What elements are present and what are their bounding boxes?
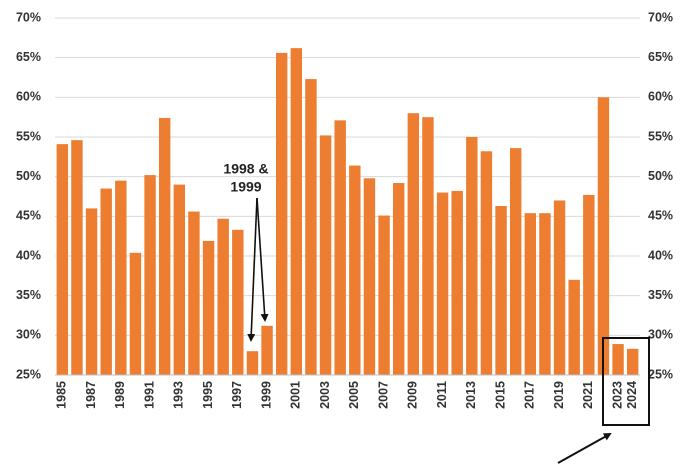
- bar: [319, 135, 332, 375]
- x-tick-label: 2011: [435, 381, 449, 408]
- bar: [539, 213, 551, 375]
- x-tick-label: 2015: [493, 381, 507, 409]
- bar: [378, 215, 390, 375]
- y2-tick-label: 45%: [648, 209, 673, 223]
- highlight-arrow: [557, 433, 612, 464]
- bar: [349, 165, 361, 375]
- bar: [363, 178, 376, 375]
- bar: [305, 79, 317, 375]
- bar: [466, 137, 478, 375]
- bar: [56, 144, 69, 375]
- bar: [422, 117, 434, 376]
- y-tick-label: 30%: [16, 328, 41, 342]
- bar: [217, 218, 229, 375]
- bar: [188, 211, 200, 375]
- y-tick-label: 55%: [16, 129, 41, 143]
- y2-tick-label: 65%: [648, 50, 673, 64]
- x-tick-label: 2001: [289, 381, 303, 409]
- bar: [290, 48, 303, 375]
- y-tick-label: 60%: [16, 90, 41, 104]
- x-tick-label: 2021: [581, 381, 595, 409]
- y2-tick-label: 70%: [648, 10, 673, 24]
- bar: [85, 208, 98, 375]
- bar: [158, 117, 171, 376]
- x-tick-label: 1989: [113, 381, 127, 409]
- x-tick-label: 1995: [201, 381, 215, 409]
- bar: [129, 252, 142, 375]
- annotation: 1999: [230, 179, 261, 195]
- x-tick-label: 1985: [55, 381, 69, 409]
- x-tick-label: 2005: [347, 381, 361, 409]
- x-tick-label: 1993: [172, 381, 186, 409]
- bar: [612, 344, 624, 375]
- bar: [524, 213, 537, 375]
- bar: [173, 184, 186, 375]
- y-tick-label: 50%: [16, 169, 41, 183]
- bar: [115, 180, 127, 375]
- x-tick-label: 1997: [230, 381, 244, 409]
- bar: [202, 240, 215, 375]
- highlight-box: [602, 337, 650, 426]
- bar: [100, 188, 112, 375]
- bar: [436, 192, 449, 375]
- bar: [275, 52, 288, 375]
- y-tick-label: 35%: [16, 288, 41, 302]
- bar: [509, 148, 522, 375]
- bar: [261, 325, 273, 375]
- y2-tick-label: 40%: [648, 248, 673, 262]
- y2-tick-label: 50%: [648, 169, 673, 183]
- y2-tick-label: 30%: [648, 328, 673, 342]
- y2-tick-label: 60%: [648, 90, 673, 104]
- x-tick-label: 2023: [610, 381, 624, 409]
- y2-tick-label: 35%: [648, 288, 673, 302]
- bar: [451, 190, 463, 375]
- y2-tick-label: 25%: [648, 367, 673, 381]
- x-tick-label: 2017: [523, 381, 537, 409]
- x-tick-label: 2009: [406, 381, 420, 409]
- y-tick-label: 45%: [16, 209, 41, 223]
- plot-area: 25% 30% 35% 40% 45% 50% 55% 60% 65% 70% 25% 30% 35% 4…: [16, 10, 673, 409]
- x-tick-label: 1999: [259, 381, 273, 409]
- y-tick-label: 40%: [16, 248, 41, 262]
- bar: [568, 279, 580, 375]
- x-tick-label: 2024: [625, 381, 639, 409]
- annotation-arrow: [247, 197, 258, 342]
- bar: [232, 229, 244, 375]
- x-tick-label: 1991: [142, 381, 156, 409]
- bar: [71, 140, 83, 375]
- bar: [246, 351, 259, 375]
- bar: [553, 200, 566, 375]
- bar: [407, 113, 420, 375]
- x-tick-label: 1987: [84, 381, 98, 409]
- x-tick-label: 2003: [318, 381, 332, 409]
- bar: [144, 175, 156, 375]
- annotation-arrow: [256, 197, 269, 322]
- bar: [583, 194, 595, 375]
- bar: [597, 97, 610, 375]
- annotation: 1998 &: [223, 161, 268, 177]
- x-tick-label: 2007: [376, 381, 390, 409]
- x-tick-label: 2019: [552, 381, 566, 409]
- bar: [392, 183, 405, 375]
- y-tick-label: 70%: [16, 10, 41, 24]
- bar: [334, 120, 346, 375]
- y2-tick-label: 55%: [648, 129, 673, 143]
- bar: [626, 348, 639, 375]
- x-tick-label: 2013: [464, 381, 478, 409]
- y-tick-label: 65%: [16, 50, 41, 64]
- bar: [495, 206, 507, 375]
- y-tick-label: 25%: [16, 367, 41, 381]
- bar: [480, 151, 493, 375]
